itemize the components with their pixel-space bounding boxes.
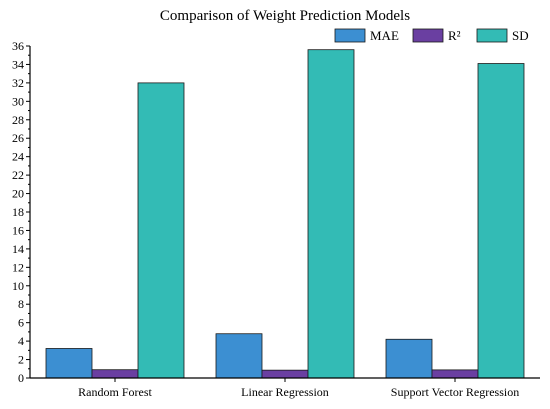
- y-tick-label: 24: [12, 150, 24, 164]
- x-tick-label: Linear Regression: [241, 385, 329, 399]
- y-tick-label: 8: [18, 297, 24, 311]
- y-tick-label: 28: [12, 113, 24, 127]
- y-tick-label: 10: [12, 279, 24, 293]
- bar-r-1: [91, 369, 139, 379]
- x-tick-label: Support Vector Regression: [391, 385, 519, 399]
- y-tick-label: 34: [12, 57, 24, 71]
- legend-swatch: [476, 28, 508, 43]
- y-tick-label: 0: [18, 371, 24, 385]
- y-tick-label: 30: [12, 94, 24, 108]
- y-tick-label: 18: [12, 205, 24, 219]
- x-tick-label: Random Forest: [78, 385, 152, 399]
- y-tick-label: 20: [12, 187, 24, 201]
- legend-swatch: [412, 28, 444, 43]
- bar-sd-2: [307, 49, 355, 379]
- bar-r-2: [261, 369, 309, 379]
- y-tick-label: 36: [12, 39, 24, 53]
- legend-label: MAE: [370, 28, 399, 43]
- chart-title: Comparison of Weight Prediction Models: [160, 8, 410, 24]
- legend-swatch: [334, 28, 366, 43]
- y-tick-label: 26: [12, 131, 24, 145]
- y-tick-label: 2: [18, 353, 24, 367]
- bar-sd-1: [137, 82, 185, 379]
- bar-mae-1: [45, 348, 93, 379]
- y-tick-label: 22: [12, 168, 24, 182]
- y-tick-label: 6: [18, 316, 24, 330]
- y-tick-label: 14: [12, 242, 24, 256]
- legend-label: R²: [448, 28, 461, 43]
- y-tick-label: 32: [12, 76, 24, 90]
- y-tick-label: 4: [18, 334, 24, 348]
- y-tick-label: 12: [12, 260, 24, 274]
- bar-mae-2: [215, 333, 263, 379]
- bars: [45, 49, 525, 379]
- bar-mae-3: [385, 338, 433, 379]
- y-tick-label: 16: [12, 223, 24, 237]
- bar-sd-3: [477, 63, 525, 379]
- legend: MAE R² SD: [334, 28, 529, 43]
- legend-label: SD: [512, 28, 529, 43]
- bar-r-3: [431, 369, 479, 379]
- axes: 024681012141618202224262830323436Random …: [12, 39, 540, 399]
